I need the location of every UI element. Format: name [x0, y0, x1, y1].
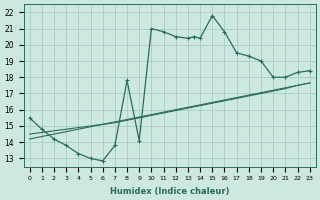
X-axis label: Humidex (Indice chaleur): Humidex (Indice chaleur) [110, 187, 229, 196]
